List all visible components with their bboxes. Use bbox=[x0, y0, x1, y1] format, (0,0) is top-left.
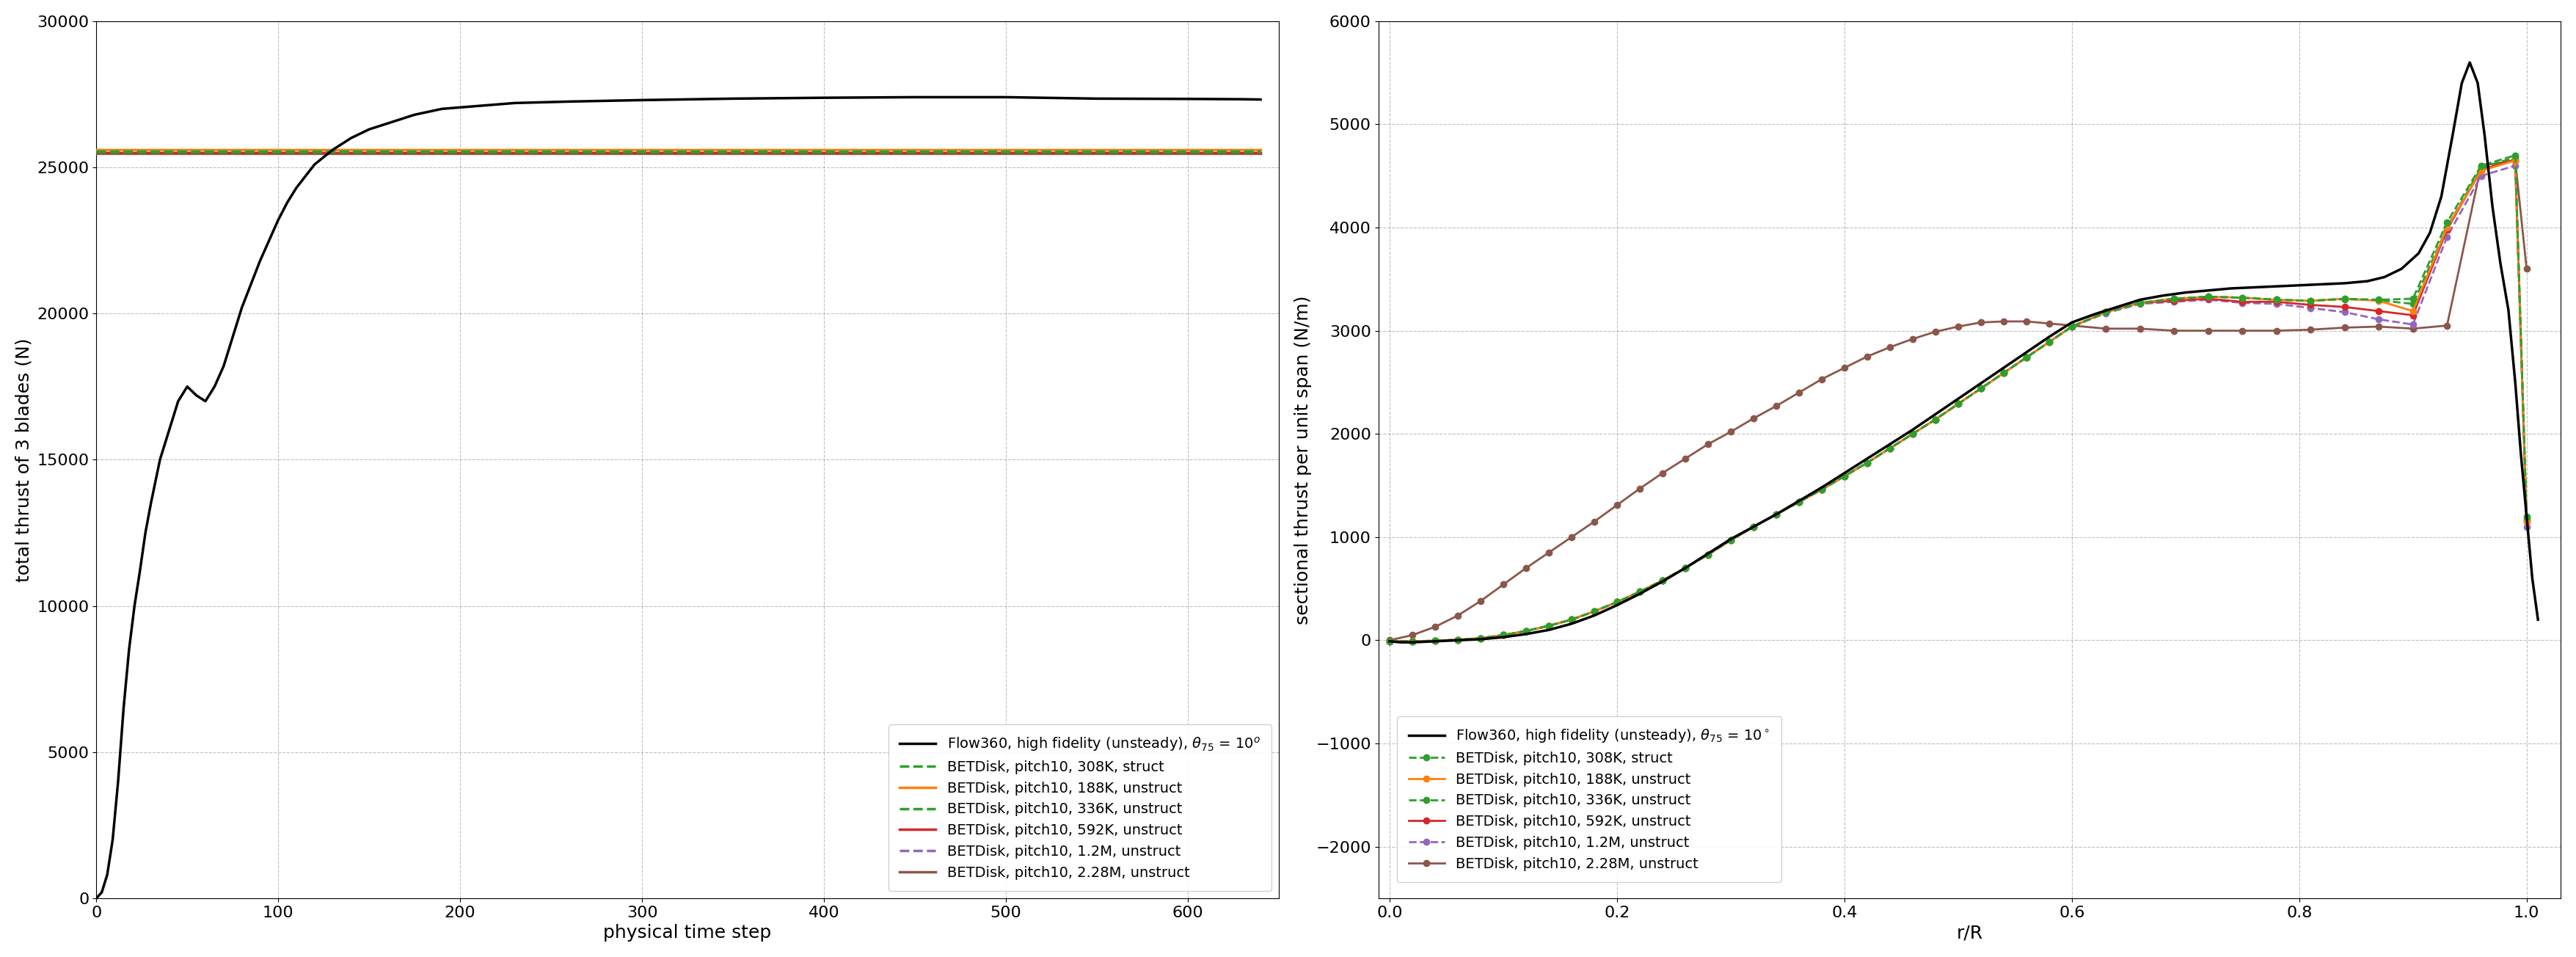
X-axis label: r/R: r/R bbox=[1955, 924, 1984, 942]
X-axis label: physical time step: physical time step bbox=[603, 924, 773, 942]
Legend: Flow360, high fidelity (unsteady), $\theta_{75}$ = 10$^o$, BETDisk, pitch10, 308: Flow360, high fidelity (unsteady), $\the… bbox=[889, 724, 1273, 891]
Legend: Flow360, high fidelity (unsteady), $\theta_{75}$ = 10$^\circ$, BETDisk, pitch10,: Flow360, high fidelity (unsteady), $\the… bbox=[1396, 716, 1783, 882]
Y-axis label: total thrust of 3 blades (N): total thrust of 3 blades (N) bbox=[15, 338, 33, 582]
Y-axis label: sectional thrust per unit span (N/m): sectional thrust per unit span (N/m) bbox=[1293, 295, 1311, 624]
